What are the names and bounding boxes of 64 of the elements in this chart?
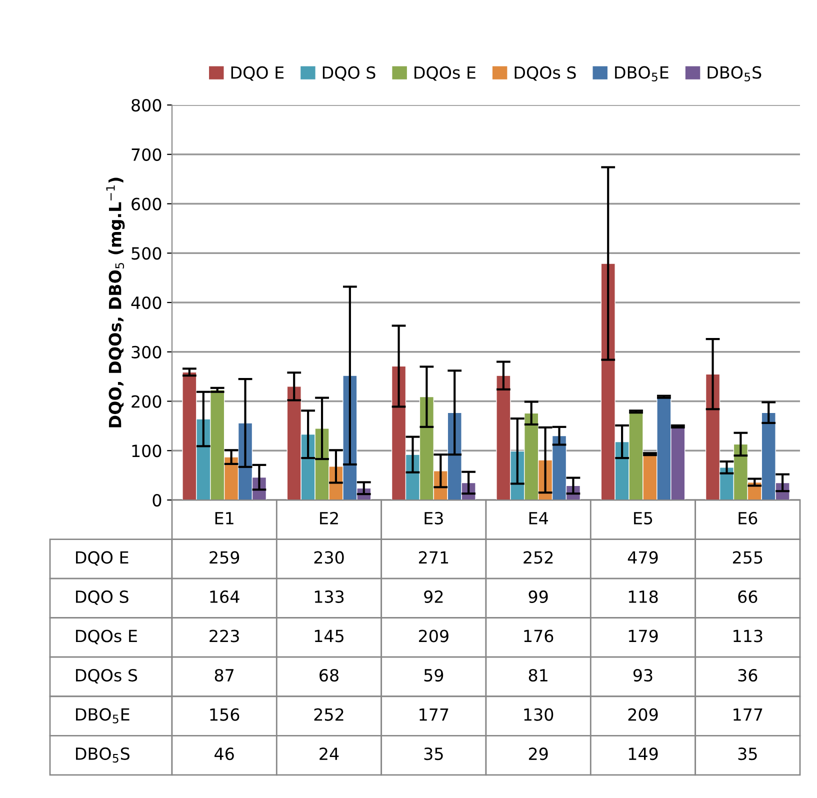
data-label: 46	[214, 748, 234, 760]
x-tick-label: E3	[424, 512, 443, 524]
y-tick-label: 600	[132, 198, 162, 210]
text: DQOs S	[76, 668, 138, 684]
data-label: 156	[210, 708, 240, 721]
data-label: 223	[210, 630, 239, 642]
data-label: 35	[738, 748, 757, 760]
y-tick-label: 200	[132, 395, 162, 408]
data-label: 29	[528, 748, 548, 760]
data-label: 118	[628, 590, 658, 604]
data-label: 255	[732, 551, 762, 564]
data-label: 230	[314, 551, 344, 564]
data-label: 149	[628, 748, 658, 760]
data-label: 177	[420, 708, 448, 721]
x-tick-label: E5	[634, 512, 652, 524]
x-tick-label: E6	[738, 512, 758, 524]
y-tick-label: 300	[132, 346, 162, 358]
text: DQO S	[76, 590, 128, 605]
y-tick-label: 100	[132, 444, 162, 458]
data-label: 36	[738, 668, 758, 682]
data-label: 252	[314, 708, 344, 721]
data-label: 68	[320, 668, 338, 682]
y-axis-title: DQO, DQOs, DBO$_{5}$ (mg.L$^{−1}$)	[106, 178, 125, 428]
data-label: 209	[418, 630, 448, 642]
x-tick-label: E2	[320, 512, 338, 524]
y-tick-label: 500	[132, 247, 162, 260]
text: DQO E	[76, 551, 128, 566]
legend-label: DBO$_{5}$S	[708, 66, 762, 82]
data-label: 271	[418, 551, 448, 564]
data-label: 179	[628, 630, 658, 642]
x-tick-label: E1	[215, 512, 234, 524]
data-label: 164	[210, 590, 240, 604]
data-label: 209	[628, 708, 658, 721]
data-label: 145	[314, 630, 344, 642]
legend-label: DQOs E	[414, 66, 476, 81]
data-label: 177	[734, 708, 762, 721]
text: DQOs E	[76, 630, 137, 644]
y-tick-label: 400	[131, 296, 162, 310]
data-label: 113	[734, 630, 762, 642]
legend-label: DQO S	[322, 66, 376, 81]
legend-label: DQO E	[231, 66, 284, 81]
data-label: 259	[210, 551, 240, 564]
data-label: 133	[314, 590, 344, 604]
y-tick-label: 800	[132, 98, 162, 112]
y-tick-label: 700	[132, 148, 162, 161]
data-label: 81	[528, 668, 548, 682]
data-label: 66	[738, 590, 758, 604]
data-label: 35	[424, 748, 443, 760]
data-label: 130	[524, 708, 554, 721]
data-label: 87	[214, 668, 234, 682]
data-label: 479	[628, 551, 658, 564]
text: DBO$_{5}$E	[76, 708, 130, 724]
data-label: 99	[528, 590, 548, 604]
text: DBO$_{5}$S	[76, 747, 130, 763]
data-label: 59	[424, 668, 444, 682]
data-label: 92	[424, 590, 443, 604]
y-tick-label: 0	[152, 494, 162, 507]
legend-label: DQOs S	[514, 66, 576, 81]
data-label: 93	[633, 668, 652, 682]
data-label: 176	[524, 630, 554, 642]
data-label: 24	[320, 748, 339, 760]
data-label: 252	[524, 551, 553, 564]
x-tick-label: E4	[529, 512, 548, 524]
legend-label: DBO$_{5}$E	[615, 66, 668, 82]
